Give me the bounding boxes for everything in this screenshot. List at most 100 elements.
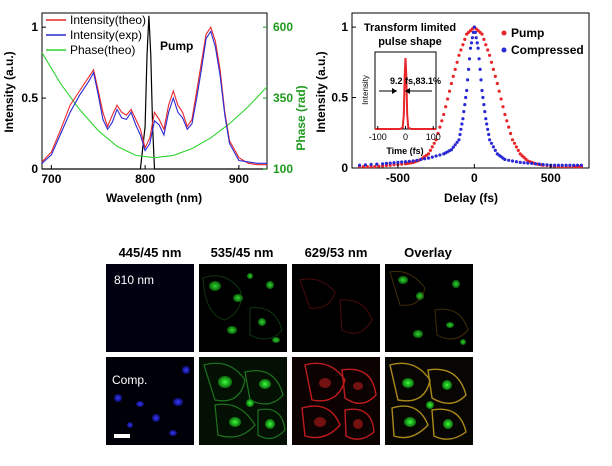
delay-x-tick-label: -500: [386, 171, 410, 185]
delay-point-compressed: [434, 154, 438, 158]
delay-point-compressed: [469, 41, 474, 45]
delay-point-compressed: [533, 162, 538, 166]
delay-point-compressed: [423, 157, 427, 161]
delay-x-tick-label: 0: [471, 171, 478, 185]
cells-comp-blue: [114, 366, 190, 436]
inset-ticks-layer: -100 0 100: [369, 126, 441, 142]
inset-fwhm-annotation: 9.2 fs,83.1%: [390, 76, 441, 86]
delay-point-compressed: [463, 103, 467, 107]
spectrum-y-tick-label: 1: [31, 20, 38, 34]
cells-810-green: [209, 273, 280, 343]
autocorrelation-x-axis-label: Delay (fs): [444, 191, 498, 205]
autocorrelation-chart: -500 0 500 0 0.5 1 Delay (fs) Intensity (a.u.…: [314, 12, 590, 205]
delay-point-pump: [510, 138, 515, 142]
delay-point-pump: [430, 145, 434, 149]
inset-x-tick-label: 100: [426, 132, 441, 142]
cells-comp-green: [218, 376, 275, 429]
spectrum-ticks-layer: 700 800 900 0 0.5 1 100 350 600: [21, 20, 293, 186]
spectrum-y-tick-label: 0.5: [21, 91, 38, 105]
delay-point-compressed: [407, 159, 411, 163]
inset-x-axis-label: Time (fs): [386, 146, 423, 156]
delay-point-compressed: [510, 159, 515, 163]
delay-y-tick-label: 1: [341, 20, 348, 34]
delay-point-compressed: [474, 36, 478, 40]
delay-point-compressed: [381, 162, 385, 166]
delay-point-compressed: [493, 148, 497, 152]
delay-point-compressed: [461, 117, 465, 121]
delay-point-pump: [436, 131, 440, 136]
autocorrelation-plot-frame: [351, 12, 590, 169]
delay-point-compressed: [486, 127, 490, 131]
delay-point-compressed: [430, 155, 434, 159]
delay-point-pump: [516, 148, 520, 152]
delay-point-compressed: [460, 122, 464, 126]
spectrum-series-line-1: [41, 30, 267, 164]
delay-point-compressed: [369, 162, 373, 167]
delay-point-compressed: [503, 157, 507, 162]
cells-810-green-outline: [202, 275, 283, 340]
inset-title-line-2: pulse shape: [378, 36, 442, 48]
legend-label-r-0: Pump: [511, 26, 544, 40]
delay-point-compressed: [479, 78, 483, 82]
delay-point-pump: [444, 105, 448, 109]
inset-y-axis-label: Intensity: [361, 75, 370, 105]
spectrum-x-tick-label: 700: [41, 172, 61, 186]
autocorrelation-legend: Pump Compressed: [501, 26, 584, 57]
delay-point-pump: [503, 112, 507, 117]
delay-point-compressed: [572, 163, 576, 167]
delay-point-compressed: [419, 157, 423, 162]
delay-point-pump: [491, 67, 495, 71]
delay-point-compressed: [491, 145, 495, 149]
inset-arrowhead-left: [392, 88, 397, 94]
delay-point-compressed: [426, 156, 431, 160]
delay-point-compressed: [457, 138, 461, 142]
spectrum-x-tick-label: 800: [135, 172, 155, 186]
delay-point-compressed: [530, 161, 534, 165]
delay-point-pump: [438, 125, 442, 129]
delay-point-compressed: [537, 162, 541, 166]
delay-point-compressed: [488, 138, 492, 142]
tile-810nm-445: [106, 264, 194, 352]
inset-x-tick-label: 0: [403, 132, 408, 142]
delay-point-pump: [446, 97, 450, 101]
inset-series-layer: [375, 57, 436, 130]
microscopy-grid: 445/45 nm 535/45 nm 629/53 nm Overlay 81…: [106, 245, 473, 445]
delay-point-compressed: [384, 161, 388, 165]
delay-point-compressed: [560, 163, 564, 167]
delay-point-compressed: [466, 78, 470, 82]
delay-point-pump: [440, 119, 444, 123]
delay-point-pump: [488, 53, 492, 57]
delay-point-compressed: [575, 163, 580, 167]
delay-point-compressed: [556, 163, 561, 167]
delay-point-compressed: [485, 122, 489, 126]
delay-point-compressed: [477, 57, 481, 61]
delay-point-compressed: [464, 95, 468, 100]
delay-point-compressed: [489, 141, 494, 145]
delay-point-pump: [486, 48, 490, 52]
cells-810-overlay: [398, 276, 466, 345]
tile-810nm-overlay: [385, 264, 473, 352]
cells-810-red: [299, 278, 373, 334]
legend-marker-0: [501, 30, 507, 36]
delay-point-pump: [442, 112, 446, 117]
delay-point-compressed: [480, 88, 484, 93]
delay-x-tick-label: 500: [541, 171, 561, 185]
delay-point-pump: [457, 53, 461, 57]
column-header-629: 629/53 nm: [305, 245, 368, 260]
spectrum-x-axis-label: Wavelength (nm): [106, 191, 202, 205]
delay-point-compressed: [415, 158, 419, 162]
delay-point-compressed: [462, 110, 466, 114]
scale-bar: [114, 434, 130, 438]
delay-point-compressed: [526, 161, 530, 165]
legend-marker-1: [501, 47, 507, 53]
delay-point-compressed: [438, 153, 442, 157]
delay-point-pump: [499, 97, 503, 101]
spectrum-series-line-3: [42, 15, 267, 170]
legend-label-0: Intensity(theo): [70, 13, 146, 27]
delay-point-compressed: [478, 67, 482, 71]
delay-point-end: [579, 163, 583, 167]
delay-point-compressed: [518, 160, 522, 164]
spectrum-y-tick-label: 0: [31, 162, 38, 176]
